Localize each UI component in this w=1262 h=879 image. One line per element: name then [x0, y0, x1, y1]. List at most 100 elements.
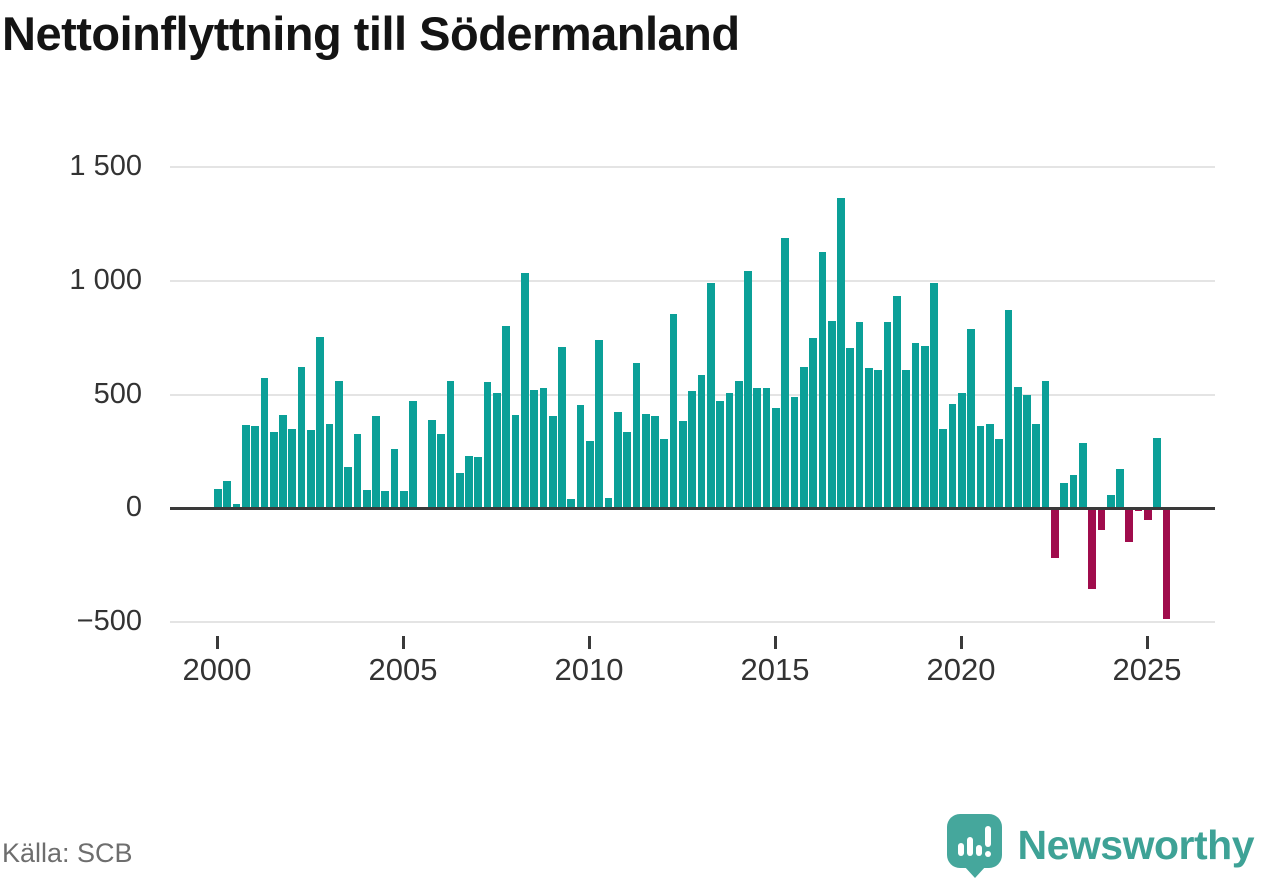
bar [660, 438, 669, 509]
bar [1023, 394, 1031, 509]
bar [920, 345, 929, 509]
bar [493, 393, 501, 509]
bar [632, 362, 641, 509]
bar [558, 346, 566, 509]
bar [455, 473, 464, 509]
gridline [170, 279, 1215, 282]
bar [316, 336, 325, 509]
bar [381, 491, 390, 509]
bar [1088, 509, 1096, 590]
bar [985, 424, 994, 509]
newsworthy-wordmark: Newsworthy [1017, 822, 1255, 868]
bar [874, 369, 883, 509]
x-axis-zero-line [170, 507, 1215, 511]
bar [697, 375, 706, 509]
bar [353, 434, 362, 509]
bar [483, 382, 492, 509]
y-tick-label: 500 [93, 377, 142, 410]
x-tick-label: 2015 [740, 652, 810, 687]
bar [818, 252, 827, 509]
logo-chart-bar [975, 845, 982, 856]
bar [623, 432, 631, 509]
bar [214, 488, 222, 509]
bar [223, 481, 232, 509]
speech-bubble-tail [963, 866, 986, 878]
x-tick-label: 2025 [1112, 652, 1182, 687]
x-axis-tick [960, 636, 963, 649]
logo-chart-bar [957, 843, 964, 856]
bar [846, 347, 855, 509]
logo-exclamation-icon [984, 826, 991, 847]
x-axis-tick [402, 636, 405, 649]
bar [1013, 386, 1022, 509]
bar [595, 340, 604, 509]
x-tick-label: 2000 [182, 652, 252, 687]
gridline [170, 621, 1215, 623]
bar [372, 416, 380, 509]
bar [651, 416, 659, 509]
x-axis-tick [1146, 636, 1149, 649]
newsworthy-logo-icon [946, 812, 1002, 878]
bar [1162, 509, 1171, 619]
x-tick-label: 2020 [926, 652, 996, 687]
bar [1051, 509, 1059, 558]
bar [390, 449, 399, 509]
bar [334, 380, 343, 509]
bar [1097, 509, 1106, 531]
x-tick-label: 2005 [368, 652, 438, 687]
bar [511, 415, 520, 509]
bar [567, 499, 576, 509]
bar [539, 387, 548, 509]
bar [790, 396, 799, 509]
bar [409, 401, 418, 509]
bar [827, 320, 836, 509]
bar [241, 425, 250, 509]
bar [688, 391, 697, 509]
bar [865, 368, 873, 509]
x-tick-label: 2010 [554, 652, 624, 687]
bar [679, 420, 687, 509]
bar [948, 403, 957, 509]
bar [1004, 310, 1013, 509]
bar [325, 424, 334, 509]
bar [1134, 509, 1143, 511]
chart-title: Nettoinflyttning till Södermanland [2, 7, 740, 60]
bar [576, 404, 585, 509]
bar [809, 337, 817, 509]
bar [530, 390, 538, 509]
bar [232, 503, 241, 509]
speech-bubble-shape [946, 814, 1002, 868]
y-tick-label: 1 000 [69, 263, 142, 296]
bar [269, 432, 278, 509]
bar [307, 429, 315, 509]
bar [288, 428, 297, 509]
bar [1125, 509, 1134, 542]
bar [586, 441, 594, 509]
bar [1078, 443, 1087, 509]
bar [744, 270, 752, 509]
y-tick-label: −500 [76, 605, 142, 637]
bar [465, 455, 473, 509]
bar [1069, 475, 1078, 509]
bar [604, 498, 613, 509]
bar [734, 380, 743, 509]
bar [474, 457, 483, 509]
bar [1060, 483, 1069, 509]
logo-chart-bar [966, 837, 973, 856]
logo-exclamation-dot [984, 851, 991, 857]
source-label: Källa: SCB [2, 838, 133, 868]
bar [1041, 380, 1050, 509]
bar [911, 343, 920, 509]
bar [837, 197, 845, 509]
bar [1153, 437, 1162, 509]
bar [362, 490, 371, 509]
bar [772, 408, 780, 509]
bar [1116, 468, 1124, 509]
gridline [170, 166, 1215, 169]
bar [446, 380, 455, 509]
bar [799, 367, 808, 509]
bar [939, 428, 948, 509]
x-axis-tick [216, 636, 219, 649]
